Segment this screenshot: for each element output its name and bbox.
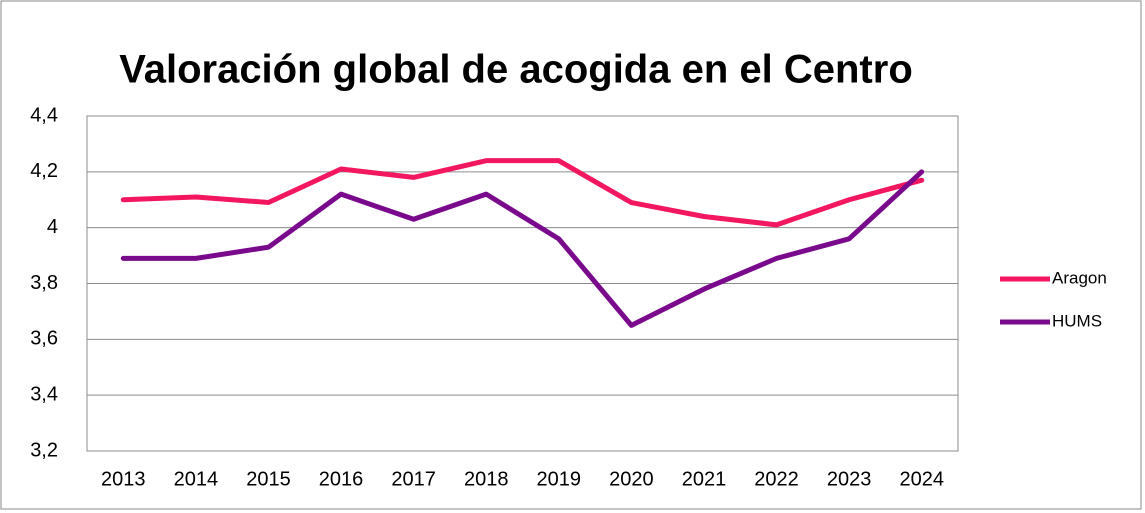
y-tick-label: 3,2 <box>30 439 58 461</box>
x-tick-label: 2021 <box>682 468 727 490</box>
y-tick-label: 3,8 <box>30 272 58 294</box>
x-tick-label: 2013 <box>101 468 146 490</box>
legend-label: HUMS <box>1052 311 1102 330</box>
line-series <box>120 169 925 328</box>
y-tick-label: 4,2 <box>30 160 58 182</box>
y-tick-label: 4,4 <box>30 104 58 126</box>
y-tick-label: 4 <box>47 216 58 238</box>
x-tick-label: 2023 <box>827 468 872 490</box>
x-tick-label: 2017 <box>391 468 436 490</box>
x-tick-label: 2015 <box>246 468 291 490</box>
y-tick-label: 3,6 <box>30 328 58 350</box>
x-tick-label: 2019 <box>537 468 582 490</box>
x-tick-label: 2020 <box>609 468 654 490</box>
x-tick-label: 2018 <box>464 468 509 490</box>
x-tick-label: 2016 <box>319 468 364 490</box>
legend-label: Aragon <box>1052 268 1107 287</box>
plot-border <box>86 115 959 452</box>
chart-title: Valoración global de acogida en el Centr… <box>119 48 913 92</box>
line-series <box>120 158 925 228</box>
x-tick-label: 2014 <box>174 468 219 490</box>
x-tick-label: 2024 <box>899 468 944 490</box>
x-tick-label: 2022 <box>754 468 799 490</box>
y-tick-label: 3,4 <box>30 383 58 405</box>
